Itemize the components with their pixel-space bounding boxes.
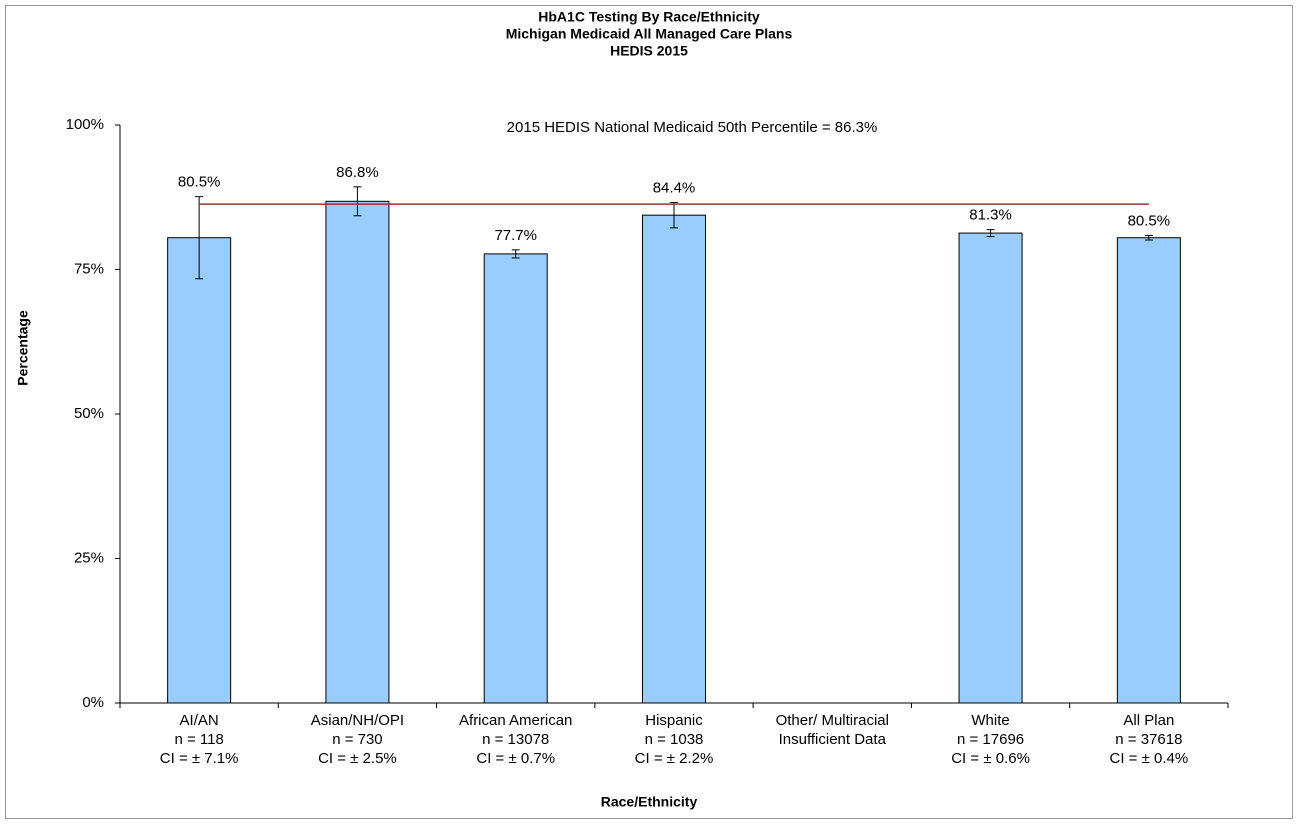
bar bbox=[325, 200, 390, 704]
reference-label: 2015 HEDIS National Medicaid 50th Percen… bbox=[507, 119, 878, 136]
x-tick-label: AI/AN bbox=[180, 712, 219, 729]
bar bbox=[1116, 237, 1181, 704]
x-tick-label: n = 730 bbox=[332, 731, 382, 748]
value-label: 80.5% bbox=[178, 174, 221, 191]
x-tick-label: n = 118 bbox=[174, 731, 223, 748]
y-tick-label: 100% bbox=[66, 116, 104, 133]
x-tick-label: Asian/NH/OPI bbox=[311, 712, 404, 729]
x-tick-label: CI = ± 0.6% bbox=[951, 750, 1030, 767]
value-label: 77.7% bbox=[494, 227, 537, 244]
value-label: 80.5% bbox=[1128, 212, 1171, 229]
x-axis-label: Race/Ethnicity bbox=[601, 794, 698, 810]
x-tick-label: Other/ Multiracial bbox=[776, 712, 889, 729]
bar bbox=[483, 253, 548, 704]
bar bbox=[958, 232, 1023, 704]
x-tick-label: White bbox=[971, 712, 1009, 729]
y-tick-label: 25% bbox=[74, 549, 104, 566]
x-tick-label: All Plan bbox=[1123, 712, 1174, 729]
bar bbox=[642, 214, 706, 704]
value-label: 84.4% bbox=[653, 179, 696, 196]
chart-title: Michigan Medicaid All Managed Care Plans bbox=[506, 26, 793, 42]
x-tick-label: CI = ± 2.2% bbox=[635, 750, 714, 767]
chart-title: HbA1C Testing By Race/Ethnicity bbox=[538, 9, 760, 25]
y-tick-label: 75% bbox=[74, 260, 104, 277]
x-tick-label: Insufficient Data bbox=[779, 731, 887, 748]
x-tick-label: CI = ± 7.1% bbox=[160, 750, 239, 767]
x-tick-label: Hispanic bbox=[645, 712, 703, 729]
x-tick-label: CI = ± 0.7% bbox=[476, 750, 555, 767]
y-tick-label: 0% bbox=[82, 694, 104, 711]
x-tick-label: n = 13078 bbox=[482, 731, 549, 748]
bar bbox=[167, 237, 232, 704]
x-tick-label: n = 1038 bbox=[645, 731, 704, 748]
y-axis-label: Percentage bbox=[15, 310, 31, 386]
x-tick-label: n = 17696 bbox=[957, 731, 1024, 748]
value-label: 86.8% bbox=[336, 164, 379, 181]
x-tick-label: n = 37618 bbox=[1115, 731, 1182, 748]
x-tick-label: CI = ± 2.5% bbox=[318, 750, 397, 767]
value-label: 81.3% bbox=[969, 207, 1012, 224]
x-tick-label: African American bbox=[459, 712, 572, 729]
chart-title: HEDIS 2015 bbox=[610, 43, 688, 59]
x-tick-label: CI = ± 0.4% bbox=[1110, 750, 1189, 767]
y-tick-label: 50% bbox=[74, 405, 104, 422]
